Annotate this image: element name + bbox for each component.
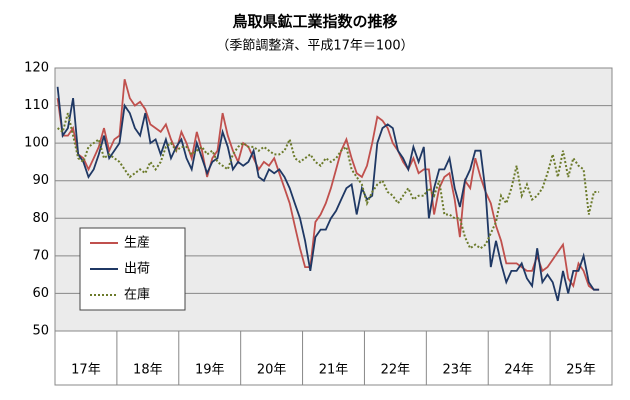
x-group-label: 19年 xyxy=(195,363,225,378)
series-line xyxy=(56,79,600,291)
y-tick-label: 50 xyxy=(32,324,49,339)
x-group-label: 25年 xyxy=(566,363,596,378)
chart-title: 鳥取県鉱工業指数の推移 xyxy=(232,13,397,31)
y-tick-label: 70 xyxy=(32,248,49,263)
series-line xyxy=(57,112,600,250)
x-group-label: 22年 xyxy=(381,363,411,378)
legend-label: 生産 xyxy=(124,235,150,251)
chart-subtitle: （季節調整済、平成17年＝100） xyxy=(216,38,413,54)
y-tick-label: 100 xyxy=(24,136,49,151)
x-group-label: 17年 xyxy=(71,363,101,378)
y-tick-label: 110 xyxy=(24,98,49,113)
y-tick-label: 80 xyxy=(32,211,49,226)
y-tick-label: 90 xyxy=(32,173,49,188)
series-line xyxy=(56,86,600,302)
x-group-label: 24年 xyxy=(504,363,534,378)
legend-label: 在庫 xyxy=(124,288,150,303)
x-group-label: 21年 xyxy=(319,363,349,378)
x-group-label: 23年 xyxy=(443,363,473,378)
y-tick-label: 120 xyxy=(24,61,49,76)
x-group-label: 18年 xyxy=(133,363,163,378)
x-group-label: 20年 xyxy=(257,363,287,378)
x-axis-area xyxy=(54,330,613,386)
y-tick-label: 60 xyxy=(32,286,49,301)
legend-label: 出荷 xyxy=(124,262,150,277)
